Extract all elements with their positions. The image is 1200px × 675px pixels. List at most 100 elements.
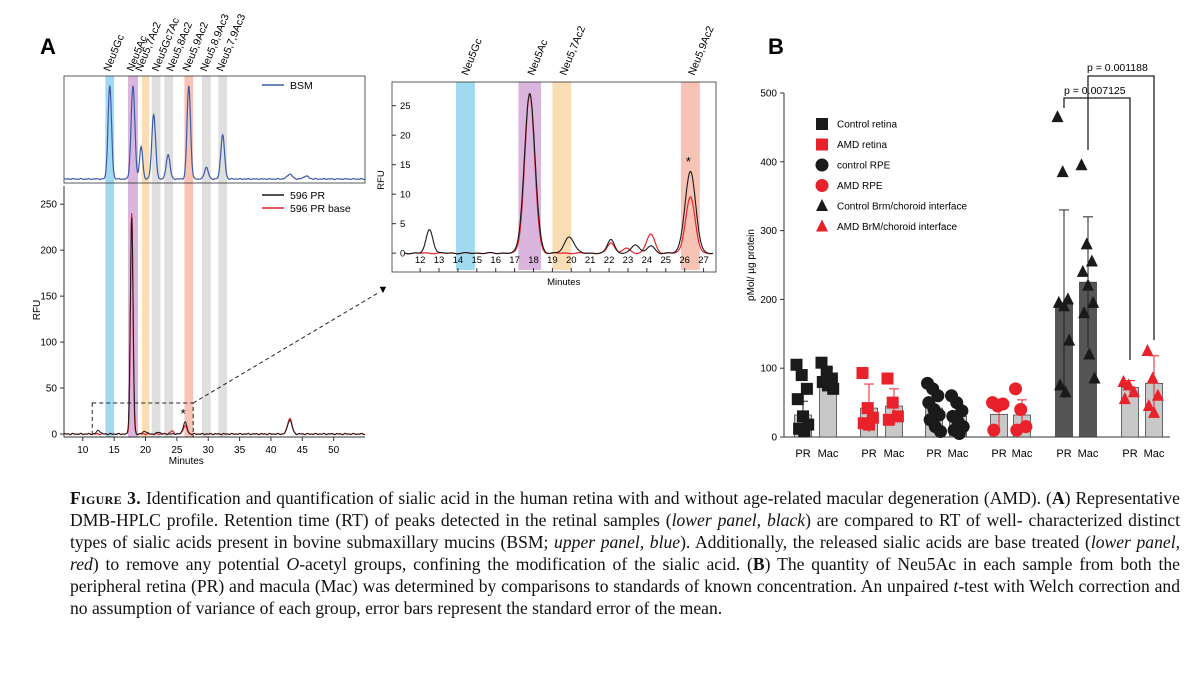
- b-category-label: Mac: [818, 448, 839, 460]
- inset-band-label: Neu5Gc: [459, 37, 485, 77]
- y-tick-label: 50: [46, 384, 58, 395]
- b-category-label: Mac: [884, 448, 905, 460]
- data-point: [987, 423, 1001, 437]
- inset-x-tick-label: 23: [623, 255, 634, 266]
- p-bracket-2: [1087, 75, 1155, 340]
- retention-band: [680, 82, 700, 270]
- b-category-label: PR: [926, 448, 941, 460]
- caption-text: ) are compared to RT of well- characteri…: [70, 510, 1180, 552]
- pr-base-legend-label: 596 PR base: [290, 203, 351, 215]
- p-bracket-1: [1063, 97, 1131, 360]
- legend-label: Control retina: [837, 120, 897, 131]
- inset-y-tick-label: 5: [400, 219, 405, 230]
- data-point: [1088, 371, 1101, 384]
- retention-band: [151, 76, 161, 437]
- caption-ref-a: A: [1051, 488, 1065, 508]
- data-point: [882, 413, 895, 426]
- upper-frame: [63, 75, 366, 184]
- y-tick-label: 0: [51, 430, 57, 441]
- caption-lead: Figure 3.: [70, 488, 141, 508]
- caption-text: ) Representative DMB-HPLC profile. Reten…: [70, 488, 1180, 530]
- legend-marker: [815, 179, 829, 192]
- data-point: [1054, 378, 1067, 391]
- x-tick-label: 40: [265, 445, 277, 456]
- data-point: [856, 367, 869, 380]
- legend-marker: [816, 118, 828, 130]
- x-axis-label: Minutes: [169, 456, 204, 467]
- band-label: Neu5Gc: [101, 33, 127, 73]
- inset-y-tick-label: 25: [400, 101, 411, 112]
- data-point: [1122, 378, 1135, 391]
- inset-x-tick-label: 20: [566, 255, 577, 266]
- y-axis-label: RFU: [32, 300, 43, 321]
- asterisk: *: [181, 406, 186, 421]
- bsm-legend-label: BSM: [290, 80, 313, 92]
- b-category-label: Mac: [1144, 448, 1165, 460]
- data-point: [1118, 392, 1131, 405]
- data-point: [791, 393, 804, 406]
- inset-y-tick-label: 20: [400, 131, 411, 142]
- p-value-2: p = 0.001188: [1087, 62, 1148, 74]
- data-point: [863, 418, 875, 431]
- inset-x-tick-label: 13: [434, 255, 445, 266]
- data-point: [952, 427, 966, 441]
- inset-x-tick-label: 26: [679, 255, 690, 266]
- data-point: [1063, 333, 1076, 346]
- b-y-tick-label: 200: [760, 295, 777, 306]
- data-point: [1085, 254, 1098, 267]
- legend-label: AMD retina: [837, 140, 887, 151]
- data-point: [1083, 347, 1096, 360]
- data-point: [996, 397, 1010, 411]
- data-point: [798, 425, 811, 438]
- legend-label: AMD BrM/choroid interface: [837, 222, 957, 233]
- zoom-connector: [192, 292, 379, 404]
- b-y-tick-label: 400: [760, 157, 777, 168]
- b-category-label: PR: [861, 448, 876, 460]
- caption-text: -test with Welch correction and no assum…: [70, 576, 1181, 618]
- bsm-trace: [63, 85, 366, 181]
- data-point: [1056, 165, 1069, 178]
- figure-caption: Figure 3. Identification and quantificat…: [70, 487, 1180, 619]
- panel-a-label: A: [40, 34, 56, 59]
- inset-band-label: Neu5,7Ac2: [557, 24, 588, 77]
- data-point: [1009, 382, 1022, 396]
- caption-italic: lower panel, black: [671, 510, 806, 530]
- legend-label: control RPE: [837, 161, 891, 172]
- x-tick-label: 20: [140, 445, 152, 456]
- y-tick-label: 150: [40, 292, 57, 303]
- b-y-tick-label: 100: [760, 364, 777, 375]
- data-point: [931, 389, 945, 403]
- x-tick-label: 30: [203, 445, 215, 456]
- caption-text: ) The quantity of Neu5Ac in each sample …: [70, 554, 1180, 596]
- data-point: [1087, 295, 1100, 308]
- data-point: [795, 369, 808, 382]
- caption-italic: lower panel, red: [70, 532, 1180, 574]
- inset-x-tick-label: 16: [490, 255, 501, 266]
- data-point: [1080, 237, 1093, 250]
- p-value-1: p = 0.007125: [1064, 85, 1126, 97]
- inset-x-tick-label: 25: [660, 255, 671, 266]
- inset-asterisk: *: [686, 154, 691, 169]
- legend-marker: [815, 158, 829, 172]
- data-point: [827, 382, 840, 395]
- caption-italic: upper panel, blue: [554, 532, 681, 552]
- retention-band: [518, 82, 542, 270]
- pr-trace: [63, 217, 366, 435]
- caption-text: ) to remove any potential: [92, 554, 287, 574]
- inset-x-tick-label: 27: [698, 255, 709, 266]
- x-tick-label: 15: [109, 445, 121, 456]
- retention-band: [552, 82, 572, 270]
- b-category-label: PR: [795, 448, 810, 460]
- b-category-label: PR: [1122, 448, 1137, 460]
- legend-marker: [816, 199, 828, 211]
- retention-band: [218, 76, 228, 437]
- inset-x-tick-label: 15: [472, 255, 483, 266]
- inset-x-tick-label: 21: [585, 255, 596, 266]
- b-y-tick-label: 0: [771, 433, 777, 444]
- b-category-label: Mac: [948, 448, 969, 460]
- inset-x-tick-label: 14: [453, 255, 464, 266]
- data-point: [1127, 385, 1140, 398]
- inset-y-tick-label: 10: [400, 190, 411, 201]
- data-point: [1151, 388, 1164, 401]
- panel-b-bar-chart: 0 100 200 300 400 500 pMol/ µg protein PR Mac PR M…: [746, 62, 1170, 460]
